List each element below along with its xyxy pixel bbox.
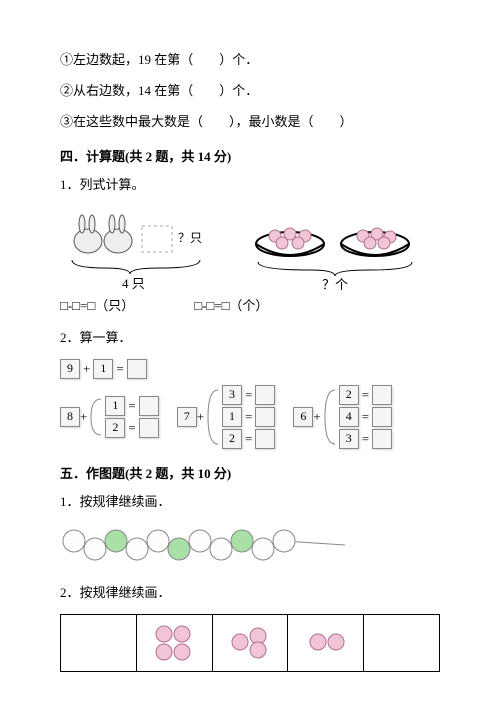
section-5-item-1: 1．按规律继续画．: [60, 492, 440, 513]
calc-7-split: 7+ 3= 1= 2=: [177, 385, 276, 449]
pattern-cell: [288, 614, 364, 671]
question-2: ②从右边数，14 在第（ ）个．: [60, 81, 440, 102]
section-4-item-2: 2．算一算．: [60, 328, 440, 349]
section-5-item-2: 2．按规律继续画．: [60, 583, 440, 604]
beads-pattern: [60, 523, 440, 567]
section-4-item-1: 1．列式计算。: [60, 175, 440, 196]
calc-6-split: 6+ 2= 4= 3=: [293, 385, 392, 449]
calc-row-2: 8+ 1= 2= 7+ 3= 1= 2= 6+ 2= 4= 3=: [60, 385, 440, 449]
question-1: ①左边数起，19 在第（ ）个．: [60, 50, 440, 71]
formula-row: □-□=□（只） □-□=□（个）: [60, 295, 440, 314]
svg-text:4 只: 4 只: [122, 276, 145, 291]
section-4-header: 四．计算题(共 2 题，共 14 分): [60, 146, 440, 165]
dot-pattern-table: [60, 614, 440, 672]
rabbits-figure: ？只 4 只: [60, 206, 210, 291]
section-5-header: 五．作图题(共 2 题，共 10 分): [60, 463, 440, 482]
question-3: ③在这些数中最大数是（ ），最小数是（ ）: [60, 112, 440, 133]
pattern-cell: [212, 614, 288, 671]
pattern-cell: [136, 614, 212, 671]
formula-1: □-□=□（只）: [60, 295, 134, 314]
formula-2: □-□=□（个）: [194, 295, 268, 314]
svg-text:？个: ？个: [322, 277, 348, 291]
pattern-cell: [364, 614, 440, 671]
calc-row: 9+ 1=: [60, 359, 440, 379]
figure-row-1: ？只 4 只 ？个: [60, 206, 440, 291]
pattern-cell: [61, 614, 137, 671]
calc-9-plus-1: 9+ 1=: [60, 359, 147, 379]
svg-text:？只: ？只: [178, 231, 202, 245]
bowls-figure: ？个: [250, 206, 420, 291]
calc-8-split: 8+ 1= 2=: [60, 396, 159, 438]
